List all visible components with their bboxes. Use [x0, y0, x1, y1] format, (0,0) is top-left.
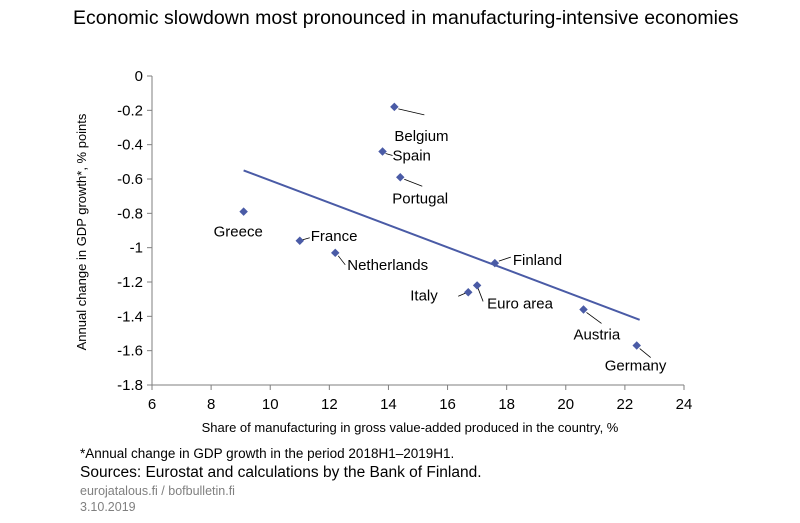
scatter-chart: 0 -0.2 -0.4 -0.6 -0.8 -1 -1.2 -1.4 -1.6 -1.8 6 8 10 1… [74, 68, 692, 435]
y-tick-label: -1.6 [117, 343, 143, 360]
leader-line-belgium [398, 108, 425, 116]
y-tick-label: -0.6 [117, 171, 143, 188]
leader-line-italy [458, 292, 466, 297]
data-point-netherlands [331, 248, 340, 258]
leader-line-euro-area [477, 288, 484, 302]
x-tick-label: 18 [498, 396, 515, 413]
data-point-france [295, 236, 305, 246]
data-point-finland [490, 258, 500, 268]
x-tick-label: 14 [380, 396, 397, 413]
data-point-euro-area [472, 281, 482, 290]
point-label-italy: Italy [410, 287, 438, 304]
data-point-belgium [390, 102, 399, 112]
y-tick-label: -0.8 [117, 205, 143, 222]
sources-note: Sources: Eurostat and calculations by th… [80, 464, 482, 481]
data-point-germany [632, 341, 641, 350]
data-point-greece [239, 207, 248, 216]
x-tick-label: 8 [207, 396, 215, 413]
y-tick-label: -1.4 [117, 308, 143, 325]
x-tick-label: 20 [557, 396, 574, 413]
x-tick-label: 10 [262, 396, 279, 413]
data-points: Belgium Spain Portugal Greece France Netherla… [214, 102, 667, 375]
y-tick-label: -0.4 [117, 137, 143, 154]
y-tick-label: 0 [135, 68, 143, 85]
data-point-austria [579, 305, 588, 314]
leader-line-finland [498, 256, 511, 262]
point-label-spain: Spain [393, 148, 431, 165]
chart-title: Economic slowdown most pronounced in man… [73, 7, 739, 29]
trendline-path [243, 169, 641, 321]
x-tick-label: 16 [439, 396, 456, 413]
y-tick-label: -1.8 [117, 377, 143, 394]
x-axis-label: Share of manufacturing in gross value-ad… [202, 420, 619, 435]
leader-line-netherlands [337, 255, 346, 266]
publication-date: 3.10.2019 [80, 500, 136, 514]
data-point-portugal [396, 173, 405, 182]
point-label-austria: Austria [574, 326, 621, 343]
x-tick-label: 12 [321, 396, 338, 413]
leader-line-germany [639, 348, 651, 358]
point-label-finland: Finland [513, 252, 562, 269]
y-axis-label: Annual change in GDP growth*, % points [74, 113, 89, 350]
point-label-netherlands: Netherlands [347, 257, 428, 274]
leader-line-portugal [404, 178, 423, 187]
axes: 0 -0.2 -0.4 -0.6 -0.8 -1 -1.2 -1.4 -1.6 -1.8 6 8 10 1… [117, 68, 692, 413]
trendline [243, 169, 641, 321]
y-tick-label: -1.2 [117, 274, 143, 291]
footnote: *Annual change in GDP growth in the peri… [80, 446, 455, 461]
data-point-spain [378, 147, 387, 156]
point-label-greece: Greece [214, 224, 263, 241]
point-label-euro-area: Euro area [487, 295, 554, 312]
data-point-italy [464, 288, 473, 297]
leader-line-france [302, 237, 310, 241]
y-tick-label: -0.2 [117, 102, 143, 119]
x-tick-label: 22 [617, 396, 634, 413]
site-credit: eurojatalous.fi / bofbulletin.fi [80, 484, 235, 498]
leader-line-spain [385, 153, 393, 156]
point-label-portugal: Portugal [392, 190, 448, 207]
point-label-belgium: Belgium [394, 128, 448, 145]
x-tick-label: 24 [676, 396, 693, 413]
y-tick-label: -1 [130, 240, 143, 257]
point-label-germany: Germany [605, 358, 667, 375]
leader-line-austria [586, 312, 602, 324]
x-tick-label: 6 [148, 396, 156, 413]
point-label-france: France [311, 228, 358, 245]
